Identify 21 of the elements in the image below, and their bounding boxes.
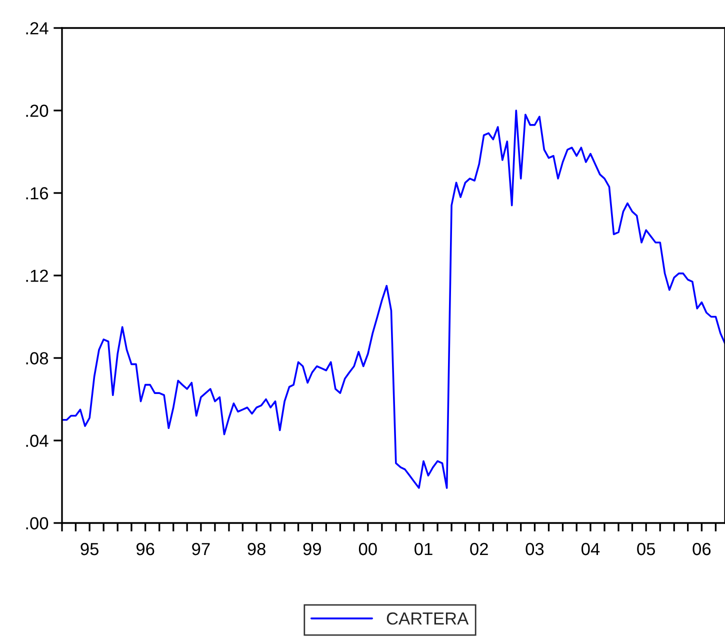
x-tick-label: 04 <box>582 542 600 556</box>
line-series <box>62 110 725 489</box>
y-tick-label: .20 <box>26 104 48 117</box>
y-tick-label: .12 <box>26 270 48 282</box>
x-tick-label: 03 <box>526 542 544 556</box>
y-tick-label: .04 <box>26 434 48 447</box>
legend-label: CARTERA <box>386 612 469 625</box>
x-tick-label: 05 <box>637 542 656 556</box>
x-tick-label: 96 <box>136 542 154 556</box>
x-tick-label: 97 <box>192 542 210 556</box>
y-tick-label: .24 <box>26 22 48 34</box>
y-tick-label: .16 <box>26 187 48 200</box>
x-tick-label: 06 <box>692 542 711 556</box>
x-tick-label: 00 <box>358 542 377 556</box>
y-tick-label: .00 <box>26 517 48 530</box>
x-tick-label: 99 <box>303 542 321 556</box>
x-tick-label: 02 <box>470 542 488 556</box>
y-tick-label: .08 <box>26 352 48 364</box>
x-tick-label: 98 <box>248 542 266 556</box>
x-tick-label: 95 <box>80 542 99 556</box>
x-tick-label: 01 <box>414 542 432 556</box>
